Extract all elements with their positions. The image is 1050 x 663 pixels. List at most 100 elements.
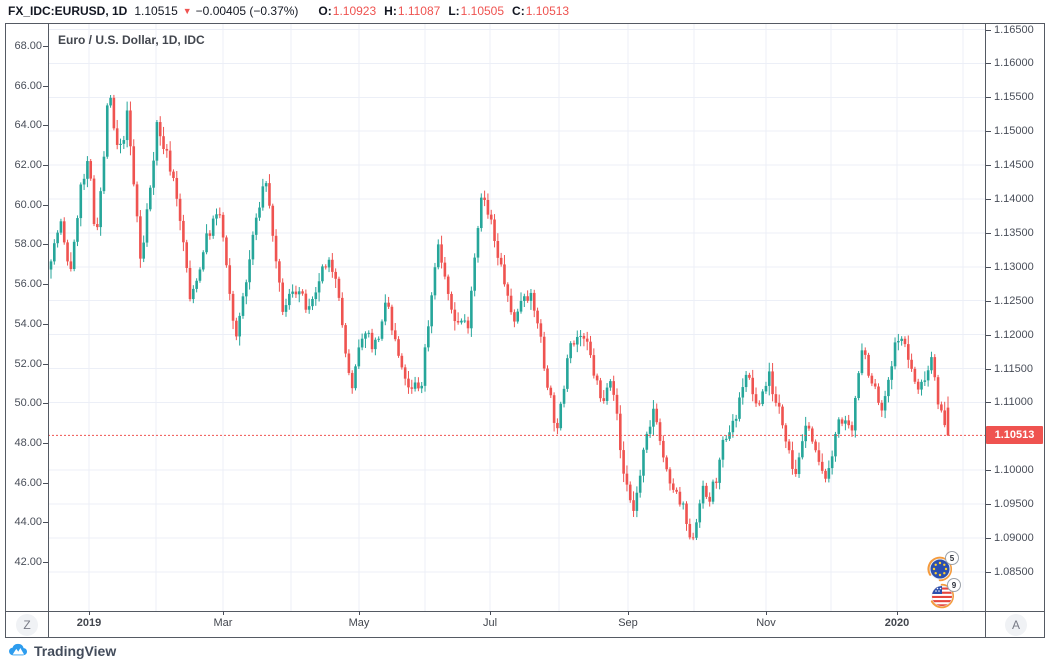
left-axis-tick-label: 42.00 — [14, 555, 42, 568]
ohlc-values: O:1.10923 H:1.11087 L:1.10505 C:1.10513 — [310, 4, 569, 18]
candle-body — [241, 296, 245, 316]
candle-body — [724, 438, 728, 440]
candle-body — [764, 385, 768, 392]
candle-body — [503, 264, 506, 285]
candle-body — [53, 243, 56, 262]
left-axis-tick-label: 50.00 — [14, 397, 42, 410]
candle-body — [509, 295, 513, 313]
candlestick-plot-area[interactable] — [48, 24, 985, 611]
candle-body — [579, 335, 582, 337]
candle-body — [483, 197, 486, 200]
auto-scale-button[interactable]: A — [1005, 614, 1027, 636]
candle-body — [655, 408, 659, 423]
candle-body — [231, 293, 235, 321]
candle-body — [854, 397, 857, 431]
candle-body — [791, 450, 794, 469]
candle-body — [572, 343, 576, 345]
candle-body — [473, 257, 476, 291]
candle-body — [105, 105, 109, 157]
candle-body — [860, 350, 864, 374]
candle-body — [566, 358, 569, 389]
right-axis-tick — [986, 334, 991, 336]
last-price: 1.10515 — [134, 4, 178, 18]
candle-body — [516, 311, 520, 322]
left-axis-tick — [43, 46, 48, 47]
candle-body — [311, 299, 314, 307]
candle-body — [453, 309, 457, 322]
candle-body — [599, 380, 602, 399]
candle-body — [271, 205, 275, 236]
candle-body — [675, 489, 678, 492]
candle-body — [96, 224, 99, 228]
right-axis-tick — [986, 232, 991, 234]
candle-body — [466, 320, 470, 329]
candle-body — [678, 491, 682, 505]
candle-body — [688, 523, 692, 538]
candle-body — [774, 394, 778, 403]
candle-body — [142, 242, 145, 259]
right-axis-tick — [986, 29, 991, 31]
candle-body — [152, 160, 155, 188]
candle-body — [278, 261, 281, 283]
candle-body — [244, 282, 248, 297]
candle-body — [817, 450, 821, 462]
candle-body — [72, 241, 76, 270]
economic-event-icon-us[interactable]: 9 — [929, 578, 961, 609]
candle-body — [665, 457, 668, 470]
candle-body — [721, 439, 725, 460]
candle-body — [751, 377, 755, 395]
timezone-button[interactable]: Z — [16, 614, 38, 636]
candle-body — [486, 199, 490, 215]
right-axis-tick-label: 1.14500 — [994, 159, 1034, 172]
left-axis-tick-label: 64.00 — [14, 119, 42, 132]
right-axis-tick-label: 1.16000 — [994, 57, 1034, 70]
candle-body — [148, 187, 152, 210]
candle-body — [781, 406, 784, 426]
time-axis-tick — [490, 611, 491, 615]
candle-body — [506, 284, 510, 296]
candle-body — [440, 244, 443, 263]
right-axis-tick — [986, 402, 991, 404]
right-axis-tick-label: 1.09500 — [994, 498, 1034, 511]
candle-body — [542, 336, 546, 369]
candle-body — [317, 281, 321, 293]
candle-body — [562, 388, 566, 404]
left-axis-tick-label: 58.00 — [14, 238, 42, 251]
time-axis-label: Nov — [756, 617, 776, 629]
candle-body — [294, 291, 298, 295]
candle-body — [450, 293, 453, 310]
candle-body — [546, 368, 549, 388]
candle-body — [367, 332, 371, 334]
candle-body — [69, 261, 73, 270]
candle-body — [758, 403, 761, 405]
economic-event-icon-eu[interactable]: 5 — [927, 551, 959, 582]
left-axis-tick — [43, 442, 48, 444]
time-axis-label: Mar — [213, 617, 233, 629]
right-axis-tick-label: 1.13000 — [994, 260, 1034, 273]
tradingview-attribution[interactable]: TradingView — [8, 643, 116, 659]
candle-body — [109, 97, 112, 106]
candle-body — [86, 161, 89, 179]
chart-widget: Euro / U.S. Dollar, 1D, IDC 1.10513 Z A … — [5, 23, 1045, 638]
candle-body — [337, 278, 341, 298]
candle-body — [787, 441, 791, 451]
candle-body — [443, 262, 447, 277]
candle-body — [99, 191, 102, 228]
candle-body — [175, 177, 179, 199]
candle-body — [943, 410, 946, 426]
candle-body — [420, 385, 424, 389]
candle-body — [767, 371, 771, 386]
candle-body — [413, 382, 417, 389]
candle-body — [155, 122, 159, 161]
candle-body — [797, 457, 801, 475]
left-axis-tick-label: 66.00 — [14, 79, 42, 92]
candle-body — [221, 214, 225, 238]
candle-body — [549, 387, 553, 396]
candle-body — [820, 461, 824, 471]
left-axis-tick — [43, 244, 48, 246]
candle-body — [218, 214, 222, 216]
left-axis-tick-label: 56.00 — [14, 278, 42, 291]
candle-body — [595, 375, 599, 381]
candle-body — [625, 473, 629, 485]
candle-body — [523, 296, 526, 301]
